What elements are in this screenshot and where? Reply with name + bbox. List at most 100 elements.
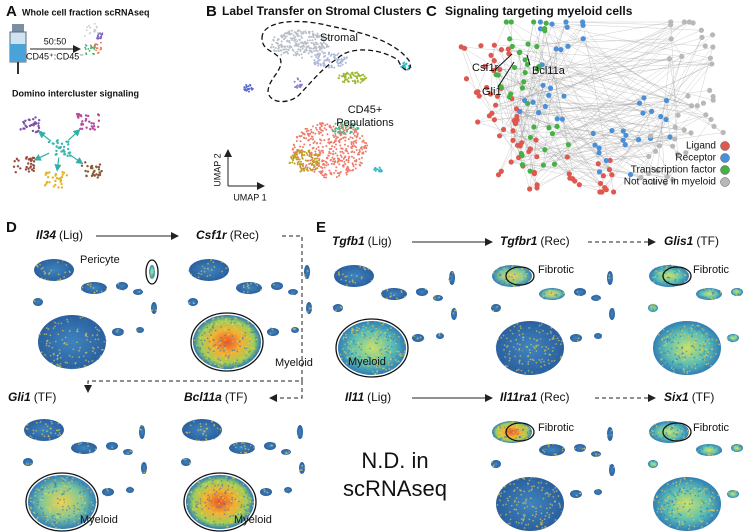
cell-dot xyxy=(235,484,238,487)
cell-dot xyxy=(242,356,244,359)
cell-dot xyxy=(188,496,190,498)
cell-dot xyxy=(556,331,559,334)
cell-dot xyxy=(79,490,82,493)
cell-dot xyxy=(679,514,682,516)
cell-dot xyxy=(361,334,364,337)
cell-dot xyxy=(328,60,331,63)
cell-dot xyxy=(61,338,64,341)
node xyxy=(494,93,501,99)
cell-dot xyxy=(339,60,342,63)
cell-dot xyxy=(84,48,87,50)
cell-dot xyxy=(546,491,548,494)
cell-dot xyxy=(213,322,216,325)
edge xyxy=(497,96,521,146)
cell-dot xyxy=(525,345,528,348)
cell-dot xyxy=(679,480,682,483)
node xyxy=(561,93,567,99)
cell-dot xyxy=(526,431,529,434)
cell-dot xyxy=(536,486,539,489)
cell-dot xyxy=(304,166,307,169)
cell-dot xyxy=(79,346,81,349)
cell-dot xyxy=(72,335,75,338)
cell-dot xyxy=(373,362,376,365)
cell-dot xyxy=(509,514,512,517)
cell-dot xyxy=(322,61,325,64)
cell-dot xyxy=(47,328,50,330)
cell-dot xyxy=(670,347,673,350)
cell-dot xyxy=(507,520,510,522)
cell-dot xyxy=(356,126,359,129)
cell-dot xyxy=(84,114,88,117)
cell-dot xyxy=(217,500,220,503)
cell-dot xyxy=(219,487,222,490)
cell-dot xyxy=(413,335,416,337)
cell-dot xyxy=(275,283,278,286)
cell-dot xyxy=(501,491,504,494)
edge xyxy=(529,144,626,190)
gene-label: Il11ra1 (Rec) xyxy=(500,390,570,404)
cell-dot xyxy=(333,57,336,60)
edge xyxy=(536,46,565,97)
cell-dot xyxy=(204,501,206,504)
cell-dot xyxy=(343,160,346,163)
cell-dot xyxy=(507,362,510,365)
cell-dot xyxy=(73,507,76,510)
cell-dot xyxy=(92,322,95,324)
cell-dot xyxy=(81,510,83,513)
axis-label: UMAP 1 xyxy=(233,192,266,202)
cell-dot xyxy=(522,428,525,431)
cell-dot xyxy=(694,339,697,342)
cluster xyxy=(574,444,586,452)
cell-dot xyxy=(508,283,511,286)
cell-dot xyxy=(208,261,211,264)
gene-callout: Gli1 xyxy=(482,86,502,98)
cell-dot xyxy=(214,344,217,346)
cell-dot xyxy=(398,353,401,356)
cell-dot xyxy=(673,515,675,518)
cell-dot xyxy=(509,328,512,331)
cell-dot xyxy=(34,494,37,497)
cell-dot xyxy=(306,133,309,136)
cell-dot xyxy=(201,342,203,344)
cell-dot xyxy=(699,344,701,347)
cell-dot xyxy=(351,123,354,126)
edge xyxy=(548,95,612,175)
node xyxy=(554,116,560,122)
cell-dot xyxy=(52,320,55,323)
cell-dot xyxy=(286,51,289,54)
cell-dot xyxy=(389,329,391,332)
cell-dot xyxy=(381,290,384,293)
cell-dot xyxy=(370,339,373,341)
node xyxy=(491,58,497,64)
cell-dot xyxy=(320,125,323,128)
node xyxy=(635,137,642,143)
cell-dot xyxy=(367,322,369,325)
cell-dot xyxy=(60,175,64,179)
cell-dot xyxy=(705,348,708,351)
cell-dot xyxy=(215,268,218,271)
cell-dot xyxy=(46,330,49,332)
cell-dot xyxy=(711,454,714,457)
cell-dot xyxy=(416,337,419,340)
cell-dot xyxy=(553,335,555,337)
cell-dot xyxy=(203,267,206,270)
cell-dot xyxy=(671,501,674,503)
cell-dot xyxy=(686,351,689,354)
cell-dot xyxy=(100,290,103,293)
cell-dot xyxy=(713,451,715,454)
cell-dot xyxy=(235,366,238,368)
cell-dot xyxy=(216,432,219,435)
cell-dot xyxy=(274,46,277,49)
node xyxy=(580,36,586,42)
cell-dot xyxy=(64,271,67,274)
cell-dot xyxy=(280,40,283,43)
cell-dot xyxy=(244,335,246,337)
cell-dot xyxy=(595,453,597,456)
cell-dot xyxy=(674,511,677,513)
cell-dot xyxy=(195,504,198,507)
cell-dot xyxy=(33,490,36,492)
cell-dot xyxy=(453,307,456,310)
cell-dot xyxy=(660,272,662,275)
cell-dot xyxy=(437,299,440,302)
cell-dot xyxy=(549,506,551,509)
